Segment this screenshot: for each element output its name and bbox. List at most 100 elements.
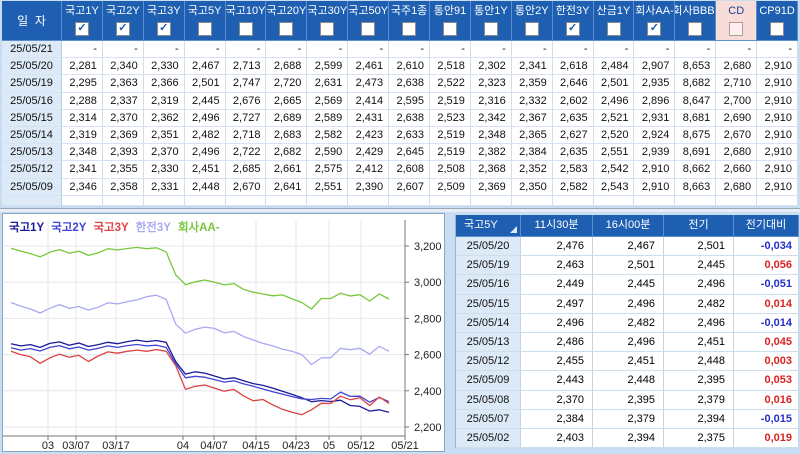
value-cell: -: [552, 41, 594, 59]
value-cell: [225, 195, 267, 206]
column-header-2[interactable]: 국고3Y ✓: [143, 1, 185, 41]
column-checkbox[interactable]: ✓: [565, 22, 580, 36]
column-header-8[interactable]: 국주1종: [389, 1, 431, 41]
column-header-17[interactable]: CP91D: [757, 1, 799, 41]
detail-prev-cell: 2,496: [664, 313, 734, 333]
column-header-4[interactable]: 국고10Y: [225, 1, 267, 41]
detail-column-header-0[interactable]: 국고5Y: [456, 215, 521, 237]
column-header-5[interactable]: 국고20Y: [266, 1, 308, 41]
value-cell: 2,590: [307, 144, 349, 162]
value-cell: 2,496: [593, 92, 635, 110]
column-checkbox[interactable]: [770, 22, 785, 36]
detail-row: 25/05/12 2,455 2,451 2,448 0,003: [456, 352, 799, 372]
x-tick-label: 05/21: [391, 440, 419, 451]
column-label: 국고50Y: [348, 5, 389, 17]
detail-1600-cell: 2,496: [593, 294, 664, 314]
detail-diff-cell: -0,051: [734, 275, 799, 295]
x-tick-label: 04: [177, 440, 189, 451]
column-label: 회사BBB-: [675, 5, 715, 17]
value-cell: 2,330: [143, 58, 185, 76]
column-header-3[interactable]: 국고5Y: [184, 1, 226, 41]
column-header-12[interactable]: 한전3Y ✓: [552, 1, 594, 41]
chart-line-series-0: [10, 339, 390, 413]
value-cell: 2,595: [389, 92, 431, 110]
value-cell: 2,608: [389, 161, 431, 179]
detail-diff-cell: 0,019: [734, 428, 799, 449]
column-checkbox[interactable]: [361, 22, 376, 36]
column-checkbox[interactable]: ✓: [74, 22, 89, 36]
table-row: 25/05/14 2,319 2,369 2,351 2,482 2,718 2,683 2,…: [2, 126, 799, 145]
value-cell: 2,302: [470, 58, 512, 76]
column-header-0[interactable]: 국고1Y ✓: [62, 1, 103, 41]
column-checkbox[interactable]: ✓: [115, 22, 130, 36]
x-tick-label: 03/07: [62, 440, 90, 451]
value-cell: [143, 195, 185, 206]
value-cell: 2,431: [348, 109, 390, 127]
detail-diff-cell: 0,016: [734, 390, 799, 410]
column-checkbox[interactable]: [197, 22, 212, 36]
column-header-1[interactable]: 국고2Y ✓: [102, 1, 144, 41]
detail-column-header-3[interactable]: 전기: [664, 215, 734, 237]
column-header-9[interactable]: 통안91: [430, 1, 471, 41]
column-checkbox[interactable]: [483, 22, 498, 36]
column-checkbox[interactable]: [606, 22, 621, 36]
value-cell: 2,501: [593, 75, 635, 93]
value-cell: [430, 195, 471, 206]
value-cell: 2,314: [62, 109, 103, 127]
detail-column-header-1[interactable]: 11시30분: [521, 215, 593, 237]
column-header-15[interactable]: 회사BBB-: [675, 1, 717, 41]
value-cell: [307, 195, 349, 206]
value-cell: 2,680: [716, 178, 758, 196]
date-column-header[interactable]: 일 자: [2, 1, 62, 41]
detail-1600-cell: 2,467: [593, 237, 664, 257]
value-cell: 2,575: [307, 161, 349, 179]
column-header-6[interactable]: 국고30Y: [307, 1, 349, 41]
column-checkbox[interactable]: [238, 22, 253, 36]
column-checkbox[interactable]: [524, 22, 539, 36]
value-cell: 2,295: [62, 75, 103, 93]
column-header-14[interactable]: 회사AA- ✓: [634, 1, 676, 41]
column-checkbox[interactable]: [402, 22, 417, 36]
detail-column-header-4[interactable]: 전기대비: [734, 215, 799, 237]
value-cell: 2,384: [511, 144, 553, 162]
column-header-10[interactable]: 통안1Y: [470, 1, 512, 41]
column-label: 국고2Y: [105, 5, 140, 17]
value-cell: [675, 195, 717, 206]
detail-row: 25/05/20 2,476 2,467 2,501 -0,034: [456, 237, 799, 257]
column-header-7[interactable]: 국고50Y: [348, 1, 390, 41]
column-checkbox[interactable]: [320, 22, 335, 36]
column-checkbox[interactable]: ✓: [647, 22, 662, 36]
value-cell: 8,663: [675, 178, 717, 196]
column-header-11[interactable]: 통안2Y: [511, 1, 553, 41]
detail-prev-cell: 2,379: [664, 390, 734, 410]
value-cell: 2,610: [389, 58, 431, 76]
column-checkbox[interactable]: [442, 22, 457, 36]
column-checkbox[interactable]: [279, 22, 294, 36]
column-header-16[interactable]: CD: [716, 1, 758, 41]
detail-column-header-2[interactable]: 16시00분: [593, 215, 664, 237]
value-cell: -: [716, 41, 758, 59]
value-cell: 2,369: [102, 126, 144, 145]
value-cell: 2,509: [430, 178, 471, 196]
detail-row: 25/05/08 2,370 2,395 2,379 0,016: [456, 390, 799, 410]
detail-1130-cell: 2,463: [521, 256, 593, 276]
value-cell: 2,713: [225, 58, 267, 76]
value-cell: 2,288: [62, 92, 103, 110]
column-header-13[interactable]: 산금1Y: [593, 1, 635, 41]
detail-row: 25/05/15 2,497 2,496 2,482 0,014: [456, 294, 799, 314]
column-checkbox[interactable]: [729, 22, 744, 36]
value-cell: 2,365: [511, 126, 553, 145]
value-cell: [389, 195, 431, 206]
value-cell: 8,662: [675, 161, 717, 179]
value-cell: 2,461: [348, 58, 390, 76]
value-cell: 2,341: [511, 58, 553, 76]
value-cell: 2,910: [757, 92, 799, 110]
column-checkbox[interactable]: [688, 22, 703, 36]
chart-line-series-3: [10, 294, 390, 366]
column-checkbox[interactable]: ✓: [156, 22, 171, 36]
value-cell: -: [102, 41, 144, 59]
value-cell: 2,370: [143, 144, 185, 162]
y-tick-label: 2,600: [414, 350, 442, 362]
value-cell: 2,414: [348, 92, 390, 110]
